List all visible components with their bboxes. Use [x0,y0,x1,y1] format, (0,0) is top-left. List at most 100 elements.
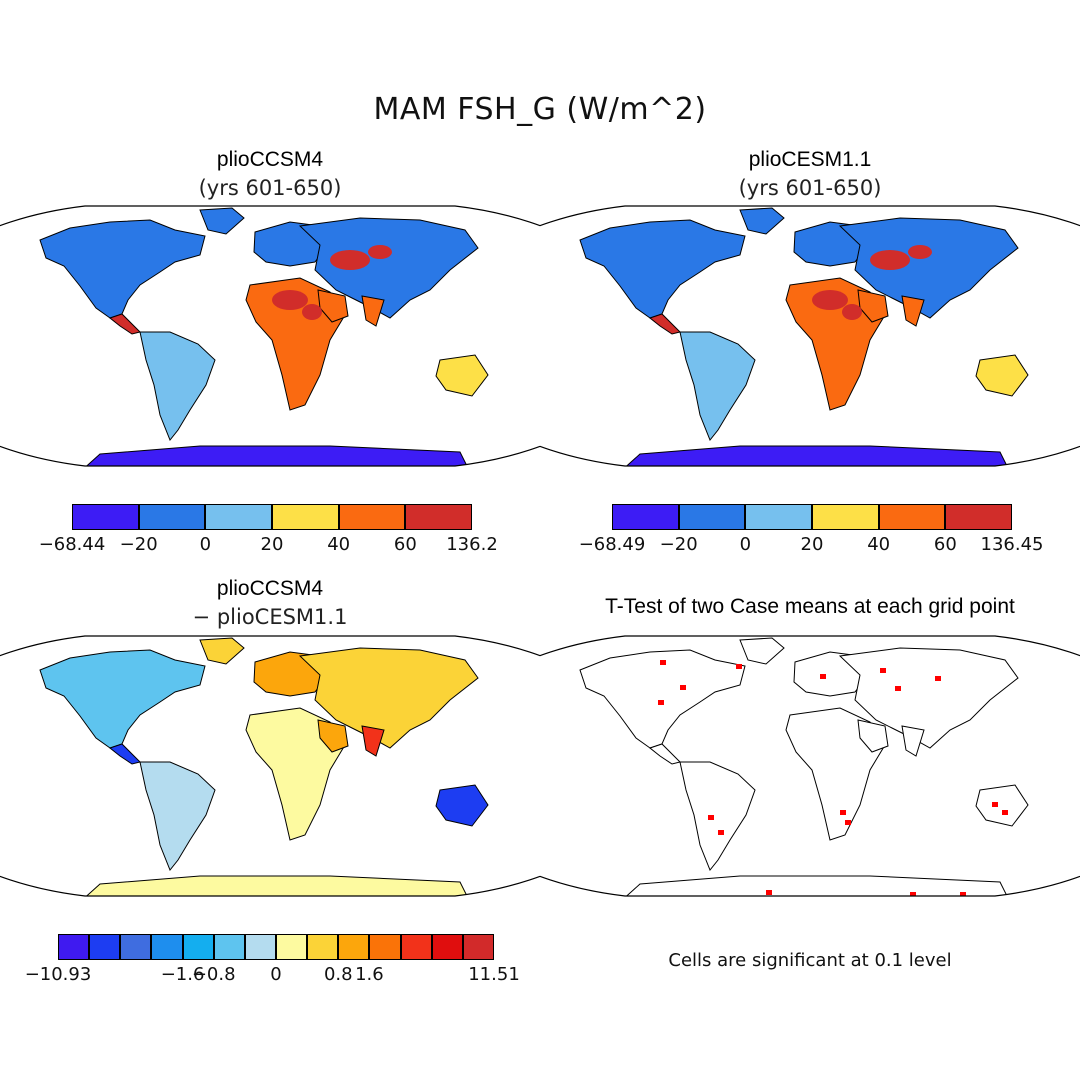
landmass-greenland [739,637,785,665]
landmass-asia [298,217,479,319]
significant-cell [992,802,998,807]
landmass-camerica [108,743,141,765]
landmass-namerica [579,649,746,749]
hotspot [870,250,910,270]
map-panel-3 [0,635,540,897]
colorbar-swatch [58,934,90,960]
colorbar-swatch [945,504,1012,530]
landmass-africa [785,707,886,841]
colorbar-label: 20 [260,534,284,555]
landmass-antarctica [618,875,1011,896]
colorbar-label: 60 [393,534,417,555]
significant-cell [840,810,846,815]
landmass-samerica [139,761,216,871]
continents-4 [579,637,1029,896]
landmass-namerica [579,219,746,319]
landmass-india [901,295,925,327]
significance-note: Cells are significant at 0.1 level [668,950,952,971]
colorbar-swatch [400,934,432,960]
colorbar-label: 11.51 [468,964,520,985]
panel-2-title: plioCESM1.1 [748,148,872,171]
panel-3-title: plioCCSM4 [216,577,324,600]
map-panel-4 [540,635,1080,897]
significant-cell [895,686,901,691]
colorbar-swatch [878,504,946,530]
significant-cell [658,700,664,705]
significant-cell [708,815,714,820]
map-panel-2 [540,205,1080,467]
landmass-antarctica [78,875,471,896]
landmass-arabia [317,289,349,323]
landmass-australia [435,784,489,827]
colorbar-swatch [338,504,406,530]
significant-cell [736,664,742,669]
landmass-india [361,725,385,757]
landmass-arabia [317,719,349,753]
colorbar-swatch [307,934,339,960]
colorbar-2: −68.49 −20 0 20 40 60 136.45 [579,504,1043,555]
colorbar-label: 0 [199,534,212,555]
colorbar-swatch [182,934,214,960]
colorbar-swatch [138,504,206,530]
landmass-india [361,295,385,327]
colorbar-label: 0 [739,534,752,555]
panel-3-subtitle: − plioCESM1.1 [192,605,348,629]
colorbar-swatch [72,504,139,530]
colorbar-swatch [151,934,183,960]
landmass-asia [838,217,1019,319]
colorbar-label: −1.6 [160,964,205,985]
colorbar-label: −10.93 [24,964,92,985]
colorbar-label: −68.44 [38,534,106,555]
hotspot [302,304,322,320]
colorbar-swatch [612,504,679,530]
landmass-australia [435,354,489,397]
landmass-arabia [857,289,889,323]
landmass-australia [975,784,1029,827]
colorbar-swatch [678,504,746,530]
landmass-namerica [39,649,206,749]
colorbar-swatch [745,504,812,530]
map-border-1 [0,205,540,467]
landmass-asia [298,647,479,749]
continents-3 [39,637,489,896]
significant-cell [935,676,941,681]
significant-cell [1002,810,1008,815]
landmass-camerica [648,313,681,335]
colorbar-swatch [431,934,463,960]
significant-cell [820,674,826,679]
landmass-antarctica [78,445,471,466]
landmass-greenland [199,207,245,235]
colorbar-label: 40 [867,534,891,555]
map-border-2 [540,205,1080,467]
colorbar-swatch [244,934,276,960]
colorbar-label: 20 [800,534,824,555]
map-border-4 [540,635,1080,897]
landmass-australia [975,354,1029,397]
significant-cell [660,660,666,665]
colorbar-label: 60 [933,534,957,555]
landmass-samerica [679,761,756,871]
colorbar-swatch [120,934,152,960]
significant-cell [845,820,851,825]
colorbar-swatch [276,934,308,960]
map-panel-1 [0,205,540,467]
colorbar-label: 1.6 [355,964,384,985]
hotspot [842,304,862,320]
colorbar-swatch [205,504,272,530]
landmass-africa [245,707,346,841]
significant-cell [718,830,724,835]
significant-cell [766,890,772,895]
panel-4-title: T-Test of two Case means at each grid po… [605,595,1015,618]
hotspot [812,290,848,310]
colorbar-label: 136.45 [980,534,1044,555]
landmass-camerica [108,313,141,335]
hotspot [368,245,392,259]
colorbar-1: −68.44 −20 0 20 40 60 136.2 [39,504,498,555]
colorbar-label: −20 [659,534,698,555]
significant-cell [680,685,686,690]
colorbar-swatch [369,934,401,960]
map-border-3 [0,635,540,897]
colorbar-swatch [812,504,879,530]
colorbar-swatch [213,934,245,960]
colorbar-label: −20 [119,534,158,555]
